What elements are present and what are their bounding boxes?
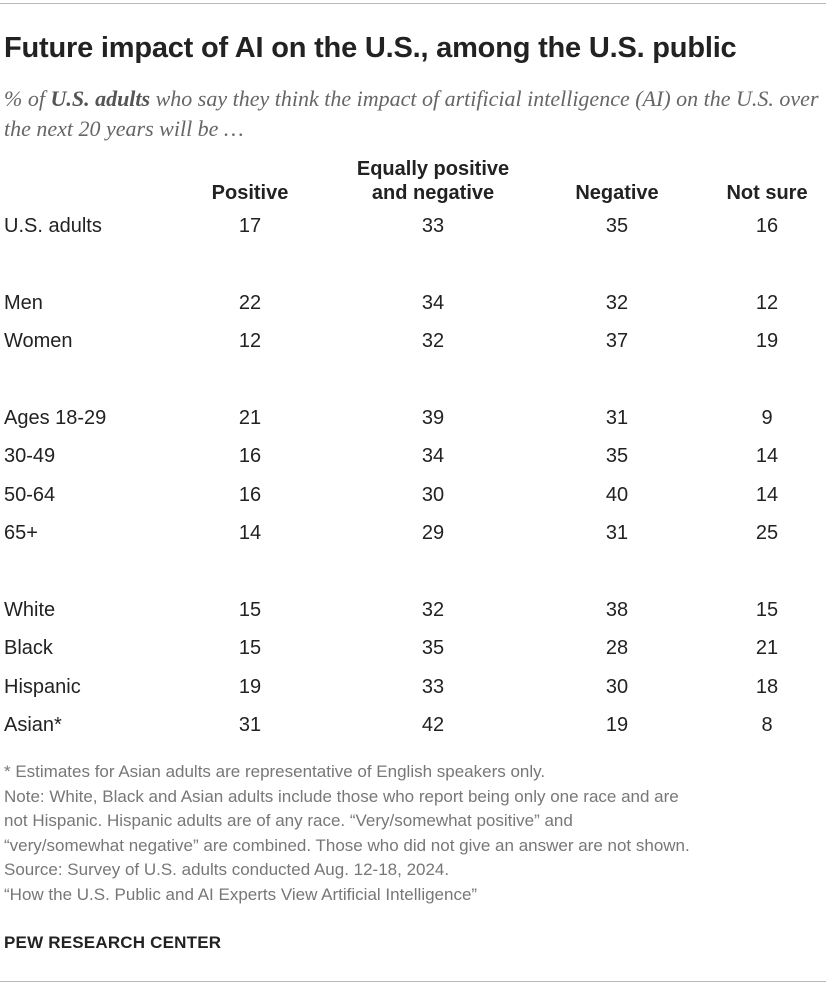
value-negative: 19 [605, 714, 629, 736]
row-label: 50-64 [4, 484, 56, 506]
value-positive: 14 [238, 522, 262, 544]
row-label: Ages 18-29 [4, 407, 107, 429]
row-label: Women [4, 330, 73, 352]
row-label: Men [4, 292, 43, 314]
value-positive: 12 [238, 330, 262, 352]
subtitle-prefix: % of [4, 86, 51, 111]
value-equal: 33 [421, 676, 445, 698]
value-negative: 30 [605, 676, 629, 698]
value-negative: 35 [605, 215, 629, 237]
value-equal: 34 [421, 445, 445, 467]
column-header-negative: Negative [575, 182, 659, 204]
value-negative: 37 [605, 330, 629, 352]
row-label: Asian* [4, 714, 62, 736]
chart-subtitle: % of U.S. adults who say they think the … [4, 84, 826, 144]
note-line: Note: White, Black and Asian adults incl… [4, 786, 679, 806]
column-header-not_sure: Not sure [726, 182, 808, 204]
note-line: “very/somewhat negative” are combined. T… [4, 835, 690, 855]
value-positive: 15 [238, 599, 262, 621]
value-positive: 16 [238, 484, 262, 506]
value-negative: 32 [605, 292, 629, 314]
row-label: U.S. adults [4, 215, 102, 237]
subtitle-emphasis: U.S. adults [50, 86, 151, 111]
value-positive: 31 [238, 714, 262, 736]
row-label: Black [4, 637, 53, 659]
value-equal: 34 [421, 292, 445, 314]
value-equal: 33 [421, 215, 445, 237]
value-positive: 17 [238, 215, 262, 237]
value-equal: 32 [421, 599, 445, 621]
bottom-rule [0, 981, 826, 982]
brand-logo-text: PEW RESEARCH CENTER [4, 933, 222, 952]
value-equal: 32 [421, 330, 445, 352]
value-equal: 35 [421, 637, 445, 659]
value-not_sure: 21 [755, 637, 779, 659]
row-label: Hispanic [4, 676, 81, 698]
value-not_sure: 18 [755, 676, 779, 698]
value-not_sure: 15 [755, 599, 779, 621]
row-label: 65+ [4, 522, 38, 544]
value-equal: 39 [421, 407, 445, 429]
top-rule [0, 3, 826, 4]
value-negative: 31 [605, 522, 629, 544]
notes-block: * Estimates for Asian adults are represe… [4, 760, 830, 907]
value-negative: 38 [605, 599, 629, 621]
value-not_sure: 14 [755, 484, 779, 506]
column-header-equal-line1: Equally positive [356, 158, 510, 180]
row-label: White [4, 599, 56, 621]
chart-title: Future impact of AI on the U.S., among t… [4, 32, 737, 64]
value-positive: 15 [238, 637, 262, 659]
note-asterisk: * Estimates for Asian adults are represe… [4, 762, 546, 781]
subtitle-suffix: who say they think the impact of artific… [4, 86, 819, 141]
value-equal: 42 [421, 714, 445, 736]
value-not_sure: 25 [755, 522, 779, 544]
value-negative: 31 [605, 407, 629, 429]
value-not_sure: 14 [755, 445, 779, 467]
value-negative: 28 [605, 637, 629, 659]
source-line: Source: Survey of U.S. adults conducted … [4, 860, 450, 879]
column-header-equal: and negative [371, 182, 495, 204]
value-equal: 29 [421, 522, 445, 544]
value-equal: 30 [421, 484, 445, 506]
value-not_sure: 16 [755, 215, 779, 237]
report-title-line: “How the U.S. Public and AI Experts View… [4, 884, 478, 904]
value-not_sure: 12 [755, 292, 779, 314]
value-positive: 22 [238, 292, 262, 314]
value-positive: 19 [238, 676, 262, 698]
value-not_sure: 19 [755, 330, 779, 352]
value-negative: 35 [605, 445, 629, 467]
value-positive: 21 [238, 407, 262, 429]
value-not_sure: 8 [761, 714, 773, 736]
value-positive: 16 [238, 445, 262, 467]
column-header-positive: Positive [211, 182, 289, 204]
row-label: 30-49 [4, 445, 56, 467]
value-negative: 40 [605, 484, 629, 506]
note-line: not Hispanic. Hispanic adults are of any… [4, 811, 573, 830]
value-not_sure: 9 [761, 407, 773, 429]
